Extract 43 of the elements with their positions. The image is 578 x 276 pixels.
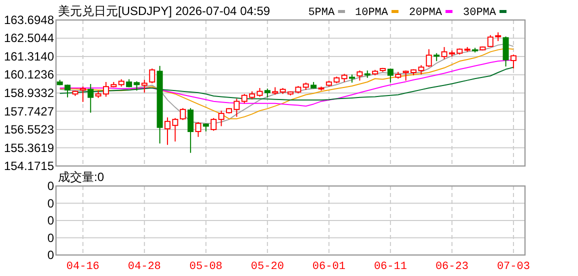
- legend-label: 20PMA: [409, 7, 442, 19]
- category-label: 05-08: [189, 261, 222, 273]
- y-tick-label: 155.3619: [4, 140, 54, 155]
- candlestick: [510, 54, 516, 70]
- category-label: 06-01: [312, 261, 346, 273]
- candlestick: [218, 110, 224, 127]
- text: 成交量:0: [58, 170, 104, 184]
- candlestick: [80, 86, 86, 102]
- legend-label: 30PMA: [463, 7, 496, 19]
- candlestick: [426, 48, 432, 68]
- legend-label: 10PMA: [355, 7, 388, 19]
- candlestick: [149, 68, 156, 84]
- y-tick-label: 160.1236: [4, 68, 54, 82]
- category-label: 05-20: [250, 261, 284, 273]
- y-tick-label: 156.5523: [4, 122, 54, 136]
- y-tick-label: 157.7427: [4, 104, 54, 118]
- y-tick-label: 154.1715: [4, 159, 54, 173]
- text: 0: [47, 214, 54, 228]
- y-tick-label: 163.6948: [4, 13, 54, 27]
- category-label: 07-03: [496, 261, 530, 273]
- candlestick: [188, 108, 194, 154]
- category-label: 04-28: [128, 261, 161, 273]
- y-tick-label: 162.5044: [4, 31, 54, 46]
- candlestick: [141, 79, 148, 94]
- text: 0: [47, 196, 54, 210]
- text: 0: [47, 179, 54, 193]
- candlestick: [502, 36, 509, 68]
- candlestick: [195, 122, 202, 138]
- chart-title: 美元兑日元[USDJPY] 2026-07-04 04:59: [58, 4, 270, 18]
- candlestick: [180, 108, 186, 121]
- candlestick: [88, 84, 94, 114]
- candlestick: [356, 70, 363, 82]
- candlestick: [210, 118, 217, 132]
- legend-label: 5PMA: [308, 7, 336, 19]
- candlestick: [387, 68, 394, 84]
- text: 0: [47, 230, 54, 245]
- text: 0: [47, 248, 54, 262]
- line-series: [59, 66, 514, 100]
- y-tick-label: 158.9332: [4, 86, 54, 100]
- category-label: 04-16: [66, 261, 100, 273]
- category-label: 06-23: [435, 261, 468, 273]
- y-tick-label: 161.3140: [4, 50, 54, 64]
- category-label: 06-11: [374, 261, 408, 273]
